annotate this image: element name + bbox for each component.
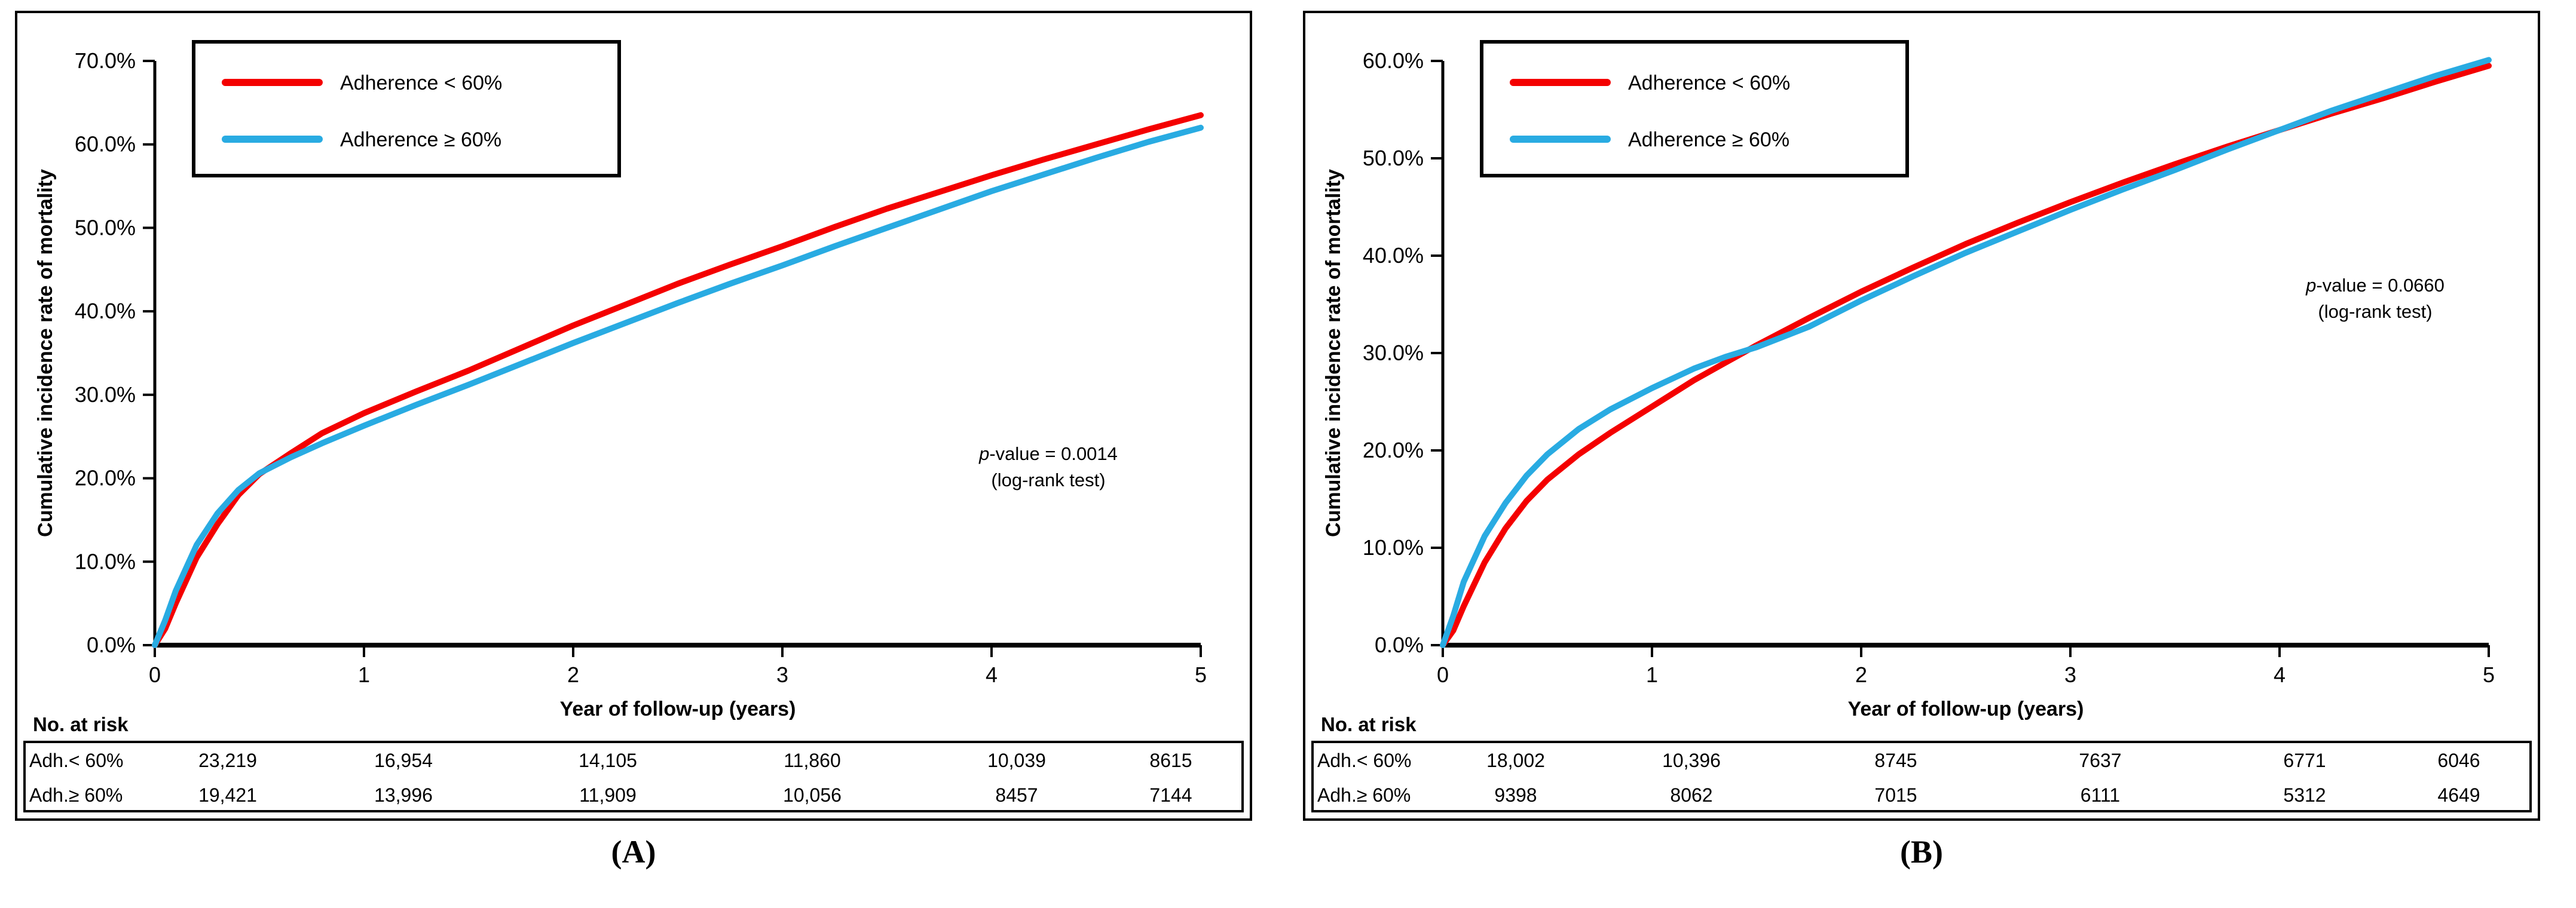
risk-value: 8615	[1149, 750, 1192, 771]
risk-value: 4649	[2437, 784, 2480, 806]
log-rank-note: (log-rank test)	[2318, 301, 2432, 322]
y-axis-title: Cumulative incidence rate of mortality	[1322, 169, 1345, 537]
x-tick-label: 3	[2064, 662, 2076, 687]
risk-value: 6771	[2283, 750, 2326, 771]
risk-value: 7144	[1149, 784, 1192, 806]
risk-value: 5312	[2283, 784, 2326, 806]
legend-label: Adherence ≥ 60%	[340, 128, 501, 151]
y-tick-label: 70.0%	[75, 48, 136, 73]
x-tick-label: 4	[986, 662, 998, 687]
y-tick-label: 0.0%	[87, 633, 136, 657]
risk-value: 10,396	[1662, 750, 1721, 771]
risk-table-header: No. at risk	[33, 713, 129, 735]
p-value-annotation: p-value = 0.0014	[978, 443, 1118, 464]
y-tick-label: 40.0%	[75, 299, 136, 323]
figure-panel-b: 0.0% 10.0% 20.0% 30.0% 40.0% 50.0% 60.0% 0 1 2 3 4 5…	[1303, 11, 2540, 821]
p-value-text: -value = 0.0014	[989, 443, 1118, 464]
y-tick-label: 10.0%	[1363, 535, 1424, 560]
risk-table-box	[1311, 741, 2532, 812]
risk-value: 14,105	[579, 750, 637, 771]
legend-box	[1480, 40, 1909, 177]
risk-value: 8062	[1670, 784, 1712, 806]
risk-row-label: Adh.< 60%	[29, 750, 123, 771]
y-tick-label: 10.0%	[75, 549, 136, 573]
risk-value: 9398	[1494, 784, 1537, 806]
risk-value: 7015	[1874, 784, 1917, 806]
panel-a: 0.0% 10.0% 20.0% 30.0% 40.0% 50.0% 60.0% 70.0% 0…	[15, 11, 1252, 870]
risk-value: 19,421	[198, 784, 257, 806]
y-tick-label: 30.0%	[1363, 340, 1424, 365]
p-value-italic-p: p	[2305, 275, 2316, 296]
p-value-italic-p: p	[978, 443, 989, 464]
x-tick-label: 1	[358, 662, 370, 687]
risk-value: 11,860	[784, 750, 841, 771]
series-line-adherence-ge-60	[152, 124, 1204, 648]
y-tick-label: 50.0%	[1363, 146, 1424, 170]
legend-label: Adherence < 60%	[1628, 72, 1790, 94]
y-tick-label: 30.0%	[75, 382, 136, 407]
p-value-text: -value = 0.0660	[2316, 275, 2445, 296]
log-rank-note: (log-rank test)	[991, 470, 1105, 490]
y-axis-title: Cumulative incidence rate of mortality	[34, 169, 57, 537]
x-tick-label: 0	[149, 662, 161, 687]
legend-label: Adherence ≥ 60%	[1628, 128, 1789, 151]
risk-value: 8745	[1874, 750, 1917, 771]
risk-value: 18,002	[1486, 750, 1545, 771]
series-line-adherence-ge-60	[1440, 57, 2492, 648]
risk-value: 6111	[2081, 784, 2120, 806]
x-axis-title: Year of follow-up (years)	[1848, 698, 2084, 720]
risk-value: 8457	[995, 784, 1038, 806]
x-tick-label: 5	[1195, 662, 1207, 687]
legend-label: Adherence < 60%	[340, 72, 502, 94]
x-tick-label: 4	[2274, 662, 2286, 687]
chart-svg: 0.0% 10.0% 20.0% 30.0% 40.0% 50.0% 60.0% 70.0% 0…	[23, 40, 1244, 812]
y-tick-label: 60.0%	[1363, 48, 1424, 73]
x-tick-label: 0	[1437, 662, 1449, 687]
y-tick-label: 60.0%	[75, 132, 136, 157]
x-tick-label: 2	[1855, 662, 1867, 687]
x-tick-label: 3	[776, 662, 788, 687]
legend-box	[192, 40, 621, 177]
risk-value: 7637	[2079, 750, 2121, 771]
panel-caption-a: (A)	[611, 834, 656, 870]
risk-table-header: No. at risk	[1321, 713, 1417, 735]
x-tick-label: 2	[567, 662, 579, 687]
panel-caption-b: (B)	[1900, 834, 1943, 870]
figure-panel-a: 0.0% 10.0% 20.0% 30.0% 40.0% 50.0% 60.0% 70.0% 0…	[15, 11, 1252, 821]
chart-svg: 0.0% 10.0% 20.0% 30.0% 40.0% 50.0% 60.0% 0 1 2 3 4 5…	[1311, 40, 2532, 812]
risk-value: 10,056	[783, 784, 842, 806]
x-axis-title: Year of follow-up (years)	[560, 698, 796, 720]
y-tick-label: 50.0%	[75, 215, 136, 240]
risk-value: 13,996	[374, 784, 433, 806]
risk-value: 6046	[2437, 750, 2480, 771]
risk-value: 10,039	[987, 750, 1046, 771]
risk-row-label: Adh.≥ 60%	[29, 784, 123, 806]
series-line-adherence-lt-60	[152, 112, 1204, 648]
x-tick-label: 5	[2483, 662, 2495, 687]
y-tick-label: 40.0%	[1363, 243, 1424, 268]
y-tick-label: 20.0%	[1363, 438, 1424, 462]
risk-table-box	[23, 741, 1244, 812]
p-value-annotation: p-value = 0.0660	[2305, 275, 2445, 296]
risk-value: 16,954	[374, 750, 433, 771]
risk-value: 23,219	[198, 750, 257, 771]
y-tick-label: 0.0%	[1375, 633, 1424, 657]
panel-b: 0.0% 10.0% 20.0% 30.0% 40.0% 50.0% 60.0% 0 1 2 3 4 5…	[1288, 0, 2576, 908]
y-tick-label: 20.0%	[75, 466, 136, 490]
x-tick-label: 1	[1646, 662, 1658, 687]
risk-value: 11,909	[579, 784, 637, 806]
risk-row-label: Adh.≥ 60%	[1317, 784, 1411, 806]
risk-row-label: Adh.< 60%	[1317, 750, 1411, 771]
